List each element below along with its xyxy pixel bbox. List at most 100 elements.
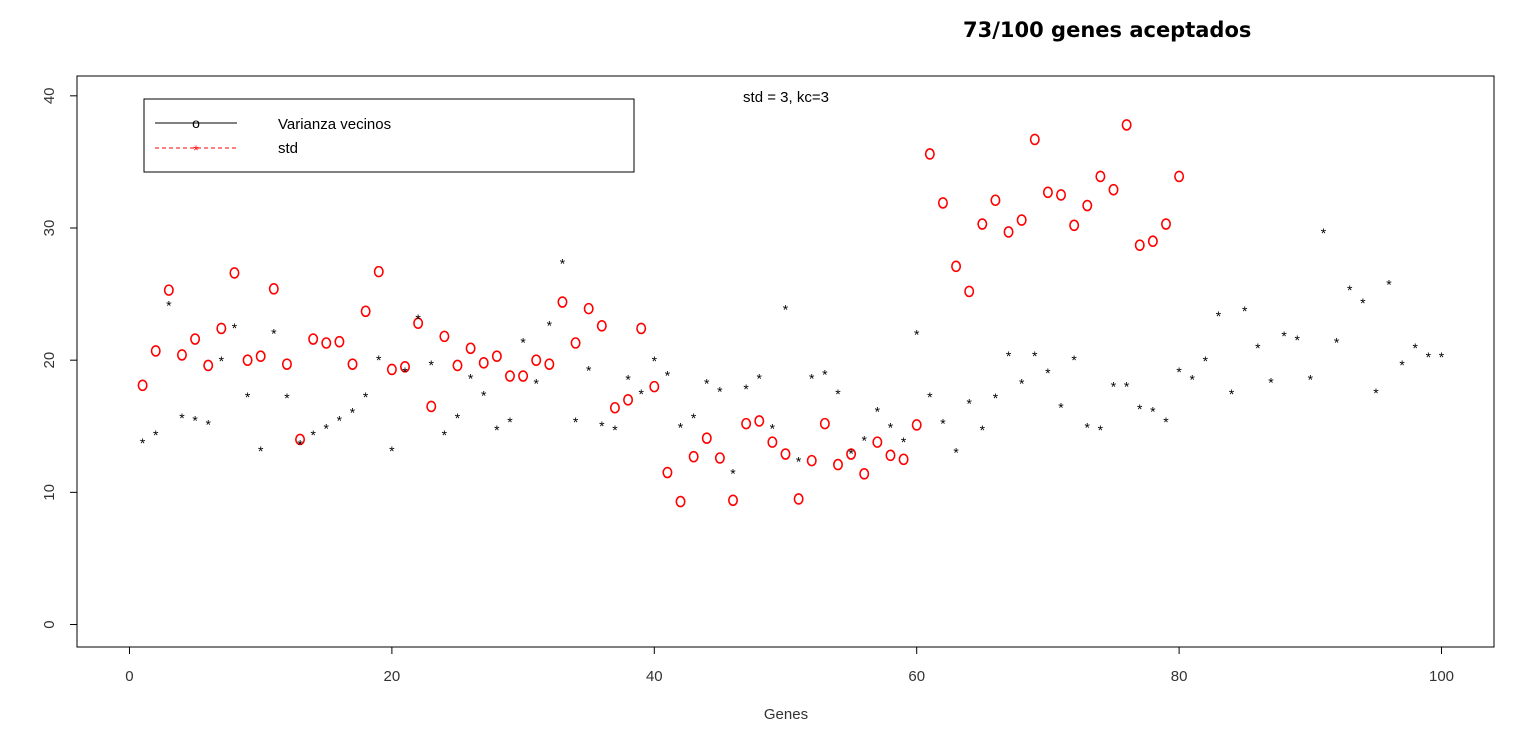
point-varianza [163,284,174,296]
point-std: * [205,417,211,433]
point-std: * [1098,422,1104,438]
point-varianza [570,337,581,349]
x-axis: 0 20 40 60 80 100 [125,646,1454,685]
point-std: * [429,357,435,373]
point-varianza [583,302,594,315]
point-varianza [859,468,870,480]
point-std: * [770,421,776,437]
point-std: * [1216,308,1222,324]
point-std: * [638,386,644,402]
point-std: * [940,415,946,431]
point-std: * [192,413,198,429]
point-varianza [544,358,555,370]
point-varianza [1082,199,1093,212]
point-std: * [927,389,933,405]
point-std: * [560,255,566,271]
point-std: * [586,362,592,378]
x-tick-label: 40 [646,668,663,685]
point-std: * [507,414,513,430]
point-std: * [875,403,881,419]
point-std: * [914,327,920,343]
point-varianza [203,359,214,372]
point-std: * [1150,403,1156,419]
point-std: * [1426,349,1432,365]
point-std: * [481,388,487,404]
point-std: * [1190,372,1196,388]
x-tick-label: 20 [384,668,401,685]
point-varianza [596,320,607,332]
point-varianza [190,333,201,345]
point-varianza [832,458,843,471]
chart-subtitle: std = 3, kc=3 [743,89,829,106]
point-varianza [439,330,450,343]
point-std: * [888,419,894,435]
point-std: * [861,432,867,448]
point-std: * [1373,385,1379,401]
title-area: 73/100 genes aceptados [0,0,1534,60]
point-std: * [704,376,710,392]
point-std: * [1045,365,1051,381]
point-std: * [625,372,631,388]
point-varianza [281,358,292,370]
point-varianza [1003,226,1014,238]
y-tick-label: 0 [41,620,58,628]
point-varianza [268,283,279,295]
point-std: * [1137,401,1143,417]
x-axis-label: Genes [764,706,808,723]
point-std: * [1294,332,1300,348]
point-std: * [376,352,382,368]
point-std: * [783,302,789,318]
point-varianza [321,337,332,349]
point-std: * [1163,414,1169,430]
point-varianza [1029,133,1040,146]
point-std: * [822,366,828,382]
point-std: * [1334,335,1340,351]
point-varianza [911,419,922,431]
point-std: * [415,311,421,327]
point-varianza [872,436,883,448]
point-std: * [1413,340,1419,356]
point-std: * [665,368,671,384]
point-std: * [402,364,408,380]
point-std: * [219,353,225,369]
point-std: * [1229,386,1235,402]
point-varianza [898,453,909,466]
point-std: * [1111,378,1117,394]
point-varianza [1016,214,1027,226]
point-std: * [678,419,684,435]
point-std: * [337,413,343,429]
point-varianza [1042,186,1053,199]
point-std: * [1058,399,1064,415]
data-points: * * * * * * * * * * * * * * * * * * * * * * * * * * * * * * * * * * * * * * * *… [137,119,1445,508]
y-tick-label: 40 [41,87,58,104]
point-varianza [1108,183,1119,196]
point-varianza [491,350,502,363]
point-varianza [334,335,345,348]
point-varianza [951,260,962,273]
point-varianza [137,379,148,392]
point-std: * [310,427,316,443]
point-std: * [1124,378,1130,394]
point-std: * [1399,357,1405,373]
point-std: * [1071,352,1077,368]
point-varianza [452,359,463,372]
point-varianza [557,296,568,308]
point-std: * [835,386,841,402]
point-varianza [937,197,948,209]
point-varianza [793,493,804,505]
point-varianza [701,432,712,444]
point-std: * [691,410,697,426]
point-std: * [848,446,854,462]
point-std: * [232,320,238,336]
point-varianza [714,452,725,464]
legend-label-std: std [278,140,298,157]
x-tick-label: 0 [125,668,133,685]
point-varianza [531,354,542,366]
point-varianza [1147,235,1158,248]
point-std: * [1176,364,1182,380]
point-varianza [242,354,253,366]
point-varianza [1069,219,1080,232]
point-std: * [442,427,448,443]
point-std: * [1321,225,1327,241]
point-std: * [1268,374,1274,390]
